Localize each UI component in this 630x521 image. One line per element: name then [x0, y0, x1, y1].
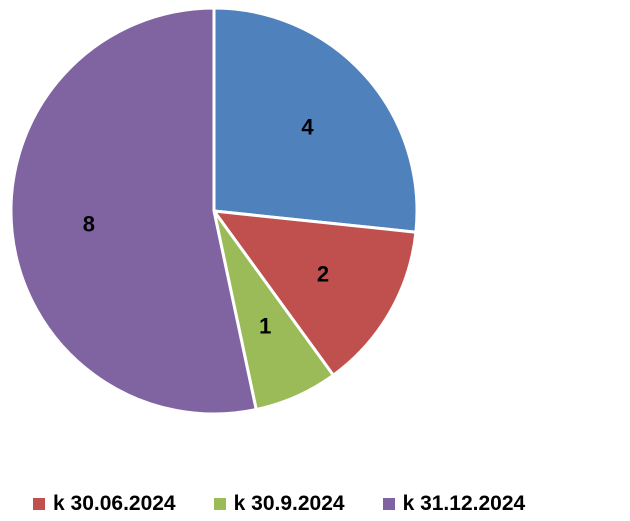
pie-slice-0: [212, 6, 419, 234]
legend-label-k-30-9-2024: k 30.9.2024: [233, 492, 345, 515]
pie-slices: [9, 6, 419, 416]
legend-item-k-31-12-2024: k 31.12.2024: [382, 492, 526, 516]
pie-data-label-3: 8: [83, 212, 95, 237]
pie-slice-3: [9, 6, 258, 416]
legend-swatch-k-30-06-2024: [33, 498, 45, 510]
pie-data-label-2: 1: [259, 313, 271, 338]
legend: k 30.06.2024 k 30.9.2024 k 31.12.2024: [0, 487, 630, 521]
pie-data-label-0: 4: [301, 114, 314, 139]
legend-label-k-30-06-2024: k 30.06.2024: [53, 492, 176, 515]
legend-item-k-30-06-2024: k 30.06.2024: [33, 492, 176, 516]
legend-item-k-30-9-2024: k 30.9.2024: [213, 492, 345, 516]
pie-data-labels: 4 2 1 8: [83, 114, 329, 338]
legend-label-k-31-12-2024: k 31.12.2024: [402, 492, 526, 515]
legend-swatch-k-30-9-2024: [213, 498, 226, 510]
pie-slice-1: [212, 209, 418, 377]
pie-data-label-1: 2: [317, 261, 329, 286]
legend-swatch-k-31-12-2024: [382, 498, 395, 510]
